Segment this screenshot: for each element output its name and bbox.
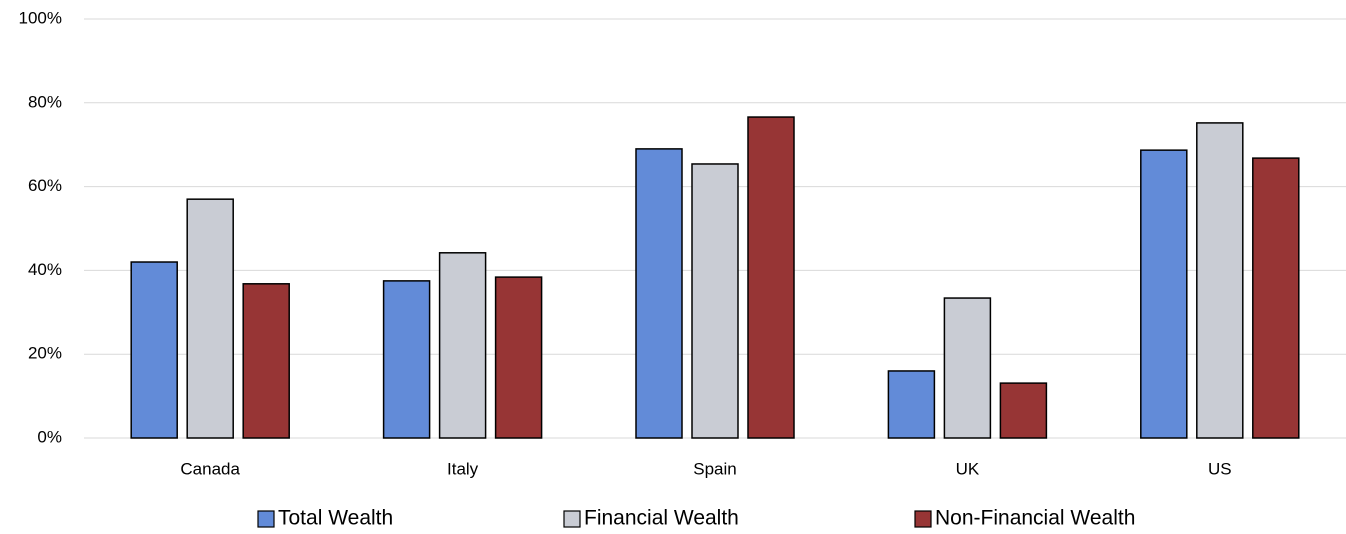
y-tick-label: 100%: [19, 8, 62, 27]
bar: [438, 252, 487, 439]
y-tick-label: 80%: [28, 92, 62, 111]
legend-label: Financial Wealth: [584, 507, 739, 530]
legend-swatch: [914, 510, 932, 528]
y-tick-label: 20%: [28, 344, 62, 363]
bar: [887, 370, 936, 439]
bar: [186, 198, 234, 439]
bar: [1252, 157, 1300, 439]
bar: [999, 382, 1048, 439]
bar: [1196, 122, 1244, 439]
y-tick-label: 0%: [37, 427, 62, 446]
bar: [1140, 149, 1188, 439]
bar: [130, 261, 178, 439]
x-tick-label: UK: [956, 459, 980, 478]
bar: [691, 163, 739, 439]
legend-label: Non-Financial Wealth: [935, 507, 1135, 530]
y-tick-label: 40%: [28, 260, 62, 279]
x-tick-label: Canada: [180, 459, 240, 478]
x-tick-label: US: [1208, 459, 1232, 478]
legend-label: Total Wealth: [278, 507, 393, 530]
bar: [494, 276, 543, 439]
y-tick-label: 60%: [28, 176, 62, 195]
x-tick-label: Spain: [693, 459, 736, 478]
bar: [747, 116, 795, 439]
legend-swatch: [563, 510, 581, 528]
bar: [635, 148, 683, 439]
bar: [943, 297, 992, 439]
x-tick-label: Italy: [447, 459, 479, 478]
bar: [382, 280, 431, 439]
legend-swatch: [257, 510, 275, 528]
bar: [242, 283, 290, 439]
